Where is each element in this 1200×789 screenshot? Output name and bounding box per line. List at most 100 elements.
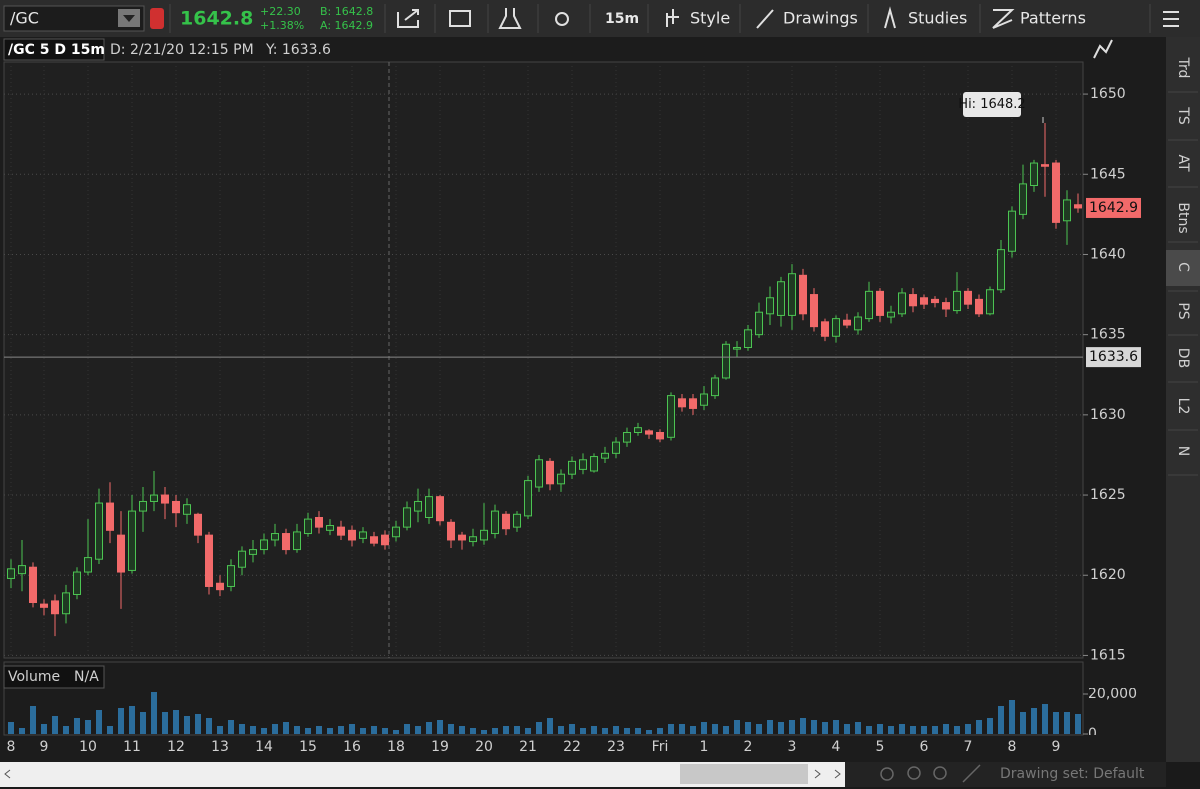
- volume-bar: [239, 724, 245, 734]
- candle-body: [161, 494, 169, 504]
- footer-icons[interactable]: [880, 764, 981, 783]
- volume-bar: [327, 728, 333, 734]
- volume-bar: [723, 726, 729, 734]
- candle-body: [18, 565, 26, 575]
- candle-body: [1074, 204, 1082, 209]
- candle-body: [370, 536, 378, 544]
- side-tab[interactable]: DB: [1175, 348, 1191, 368]
- x-tick-label: 22: [563, 739, 581, 755]
- x-tick-label: 19: [431, 739, 449, 755]
- candle-body: [293, 531, 301, 551]
- candles: [7, 122, 1082, 637]
- scroll-thumb[interactable]: [680, 764, 808, 784]
- volume-bar: [965, 724, 971, 734]
- high-label: Hi: 1648.2: [958, 97, 1025, 112]
- volume-bar: [866, 726, 872, 734]
- candle-body: [865, 290, 873, 320]
- volume-bar: [404, 724, 410, 734]
- volume-bar: [19, 728, 25, 734]
- style-button[interactable]: Style: [690, 9, 730, 28]
- candle-body: [7, 568, 15, 579]
- candle-body: [84, 557, 92, 573]
- studies-button[interactable]: Studies: [908, 9, 967, 28]
- volume-bar: [338, 726, 344, 734]
- interval[interactable]: 15m: [605, 11, 639, 27]
- volume-bar: [250, 726, 256, 734]
- candle-body: [304, 518, 312, 535]
- candle-body: [612, 441, 620, 454]
- candle-body: [403, 507, 411, 528]
- candle-body: [832, 318, 840, 337]
- scroll-arrows[interactable]: [4, 769, 841, 779]
- candle-body: [359, 531, 367, 539]
- volume-bar: [800, 718, 806, 734]
- y-tick-label: 1615: [1090, 647, 1126, 663]
- volume-bar: [756, 724, 762, 734]
- toolbar: [0, 0, 1200, 37]
- volume-bar: [635, 728, 641, 734]
- candle-body: [810, 294, 818, 328]
- scale-icon[interactable]: [1093, 39, 1113, 59]
- side-tab[interactable]: L2: [1175, 398, 1191, 415]
- crosshair-tag: [1086, 347, 1141, 368]
- side-panel: [1166, 37, 1200, 762]
- side-tab[interactable]: PS: [1175, 302, 1191, 319]
- volume-bar: [932, 726, 938, 734]
- x-tick-label: 18: [387, 739, 405, 755]
- side-tab[interactable]: Btns: [1175, 202, 1191, 233]
- volume-bar: [514, 726, 520, 734]
- volume-bar: [899, 724, 905, 734]
- side-tab[interactable]: TS: [1175, 106, 1191, 125]
- x-tick-label: 14: [255, 739, 273, 755]
- candle-body: [381, 534, 389, 546]
- bid: B: 1642.8: [320, 5, 373, 18]
- x-tick-label: 12: [167, 739, 185, 755]
- candle-body: [150, 494, 158, 502]
- volume-bar: [987, 718, 993, 734]
- candle-body: [744, 329, 752, 348]
- side-tab[interactable]: AT: [1175, 154, 1191, 171]
- candle-body: [29, 566, 37, 604]
- drawings-button[interactable]: Drawings: [783, 9, 858, 28]
- volume-bar: [206, 718, 212, 734]
- volume-bar: [393, 730, 399, 734]
- side-tab[interactable]: Trd: [1175, 57, 1191, 79]
- last-price: 1642.8: [180, 8, 253, 30]
- candle-body: [590, 456, 598, 472]
- volume-bar: [261, 728, 267, 734]
- volume-bar: [712, 724, 718, 734]
- candle-body: [854, 316, 862, 331]
- x-tick-label: 8: [1008, 739, 1017, 755]
- candle-body: [942, 302, 950, 310]
- candle-body: [282, 533, 290, 551]
- candle-body: [436, 496, 444, 522]
- candle-body: [821, 321, 829, 337]
- symbol[interactable]: /GC: [10, 9, 39, 28]
- volume-bar: [8, 722, 14, 734]
- candle-body: [117, 534, 125, 573]
- dropdown-arrow: [123, 15, 135, 22]
- high-box: [963, 92, 1021, 117]
- volume-bar: [85, 720, 91, 734]
- x-tick-label: 8: [7, 739, 16, 755]
- patterns-button[interactable]: Patterns: [1020, 9, 1086, 28]
- x-tick-label: 20: [475, 739, 493, 755]
- volume-bar: [173, 710, 179, 734]
- candle-body: [964, 290, 972, 305]
- side-tab[interactable]: C: [1175, 262, 1191, 272]
- candle-body: [678, 398, 686, 408]
- toolbar-icons[interactable]: [397, 6, 1179, 29]
- x-tick-label: 16: [343, 739, 361, 755]
- side-tab[interactable]: N: [1175, 446, 1191, 456]
- candle-body: [601, 452, 609, 459]
- candle-body: [216, 582, 224, 591]
- volume-bar: [734, 720, 740, 734]
- volume-bar: [954, 726, 960, 734]
- x-tick-label: Fri: [652, 739, 669, 755]
- alert-badge[interactable]: [150, 8, 164, 29]
- volume-bar: [855, 722, 861, 734]
- candle-body: [249, 549, 257, 555]
- crosshair-value: 1633.6: [1089, 349, 1138, 365]
- candle-body: [513, 513, 521, 528]
- y-tick-label: 0: [1088, 726, 1097, 742]
